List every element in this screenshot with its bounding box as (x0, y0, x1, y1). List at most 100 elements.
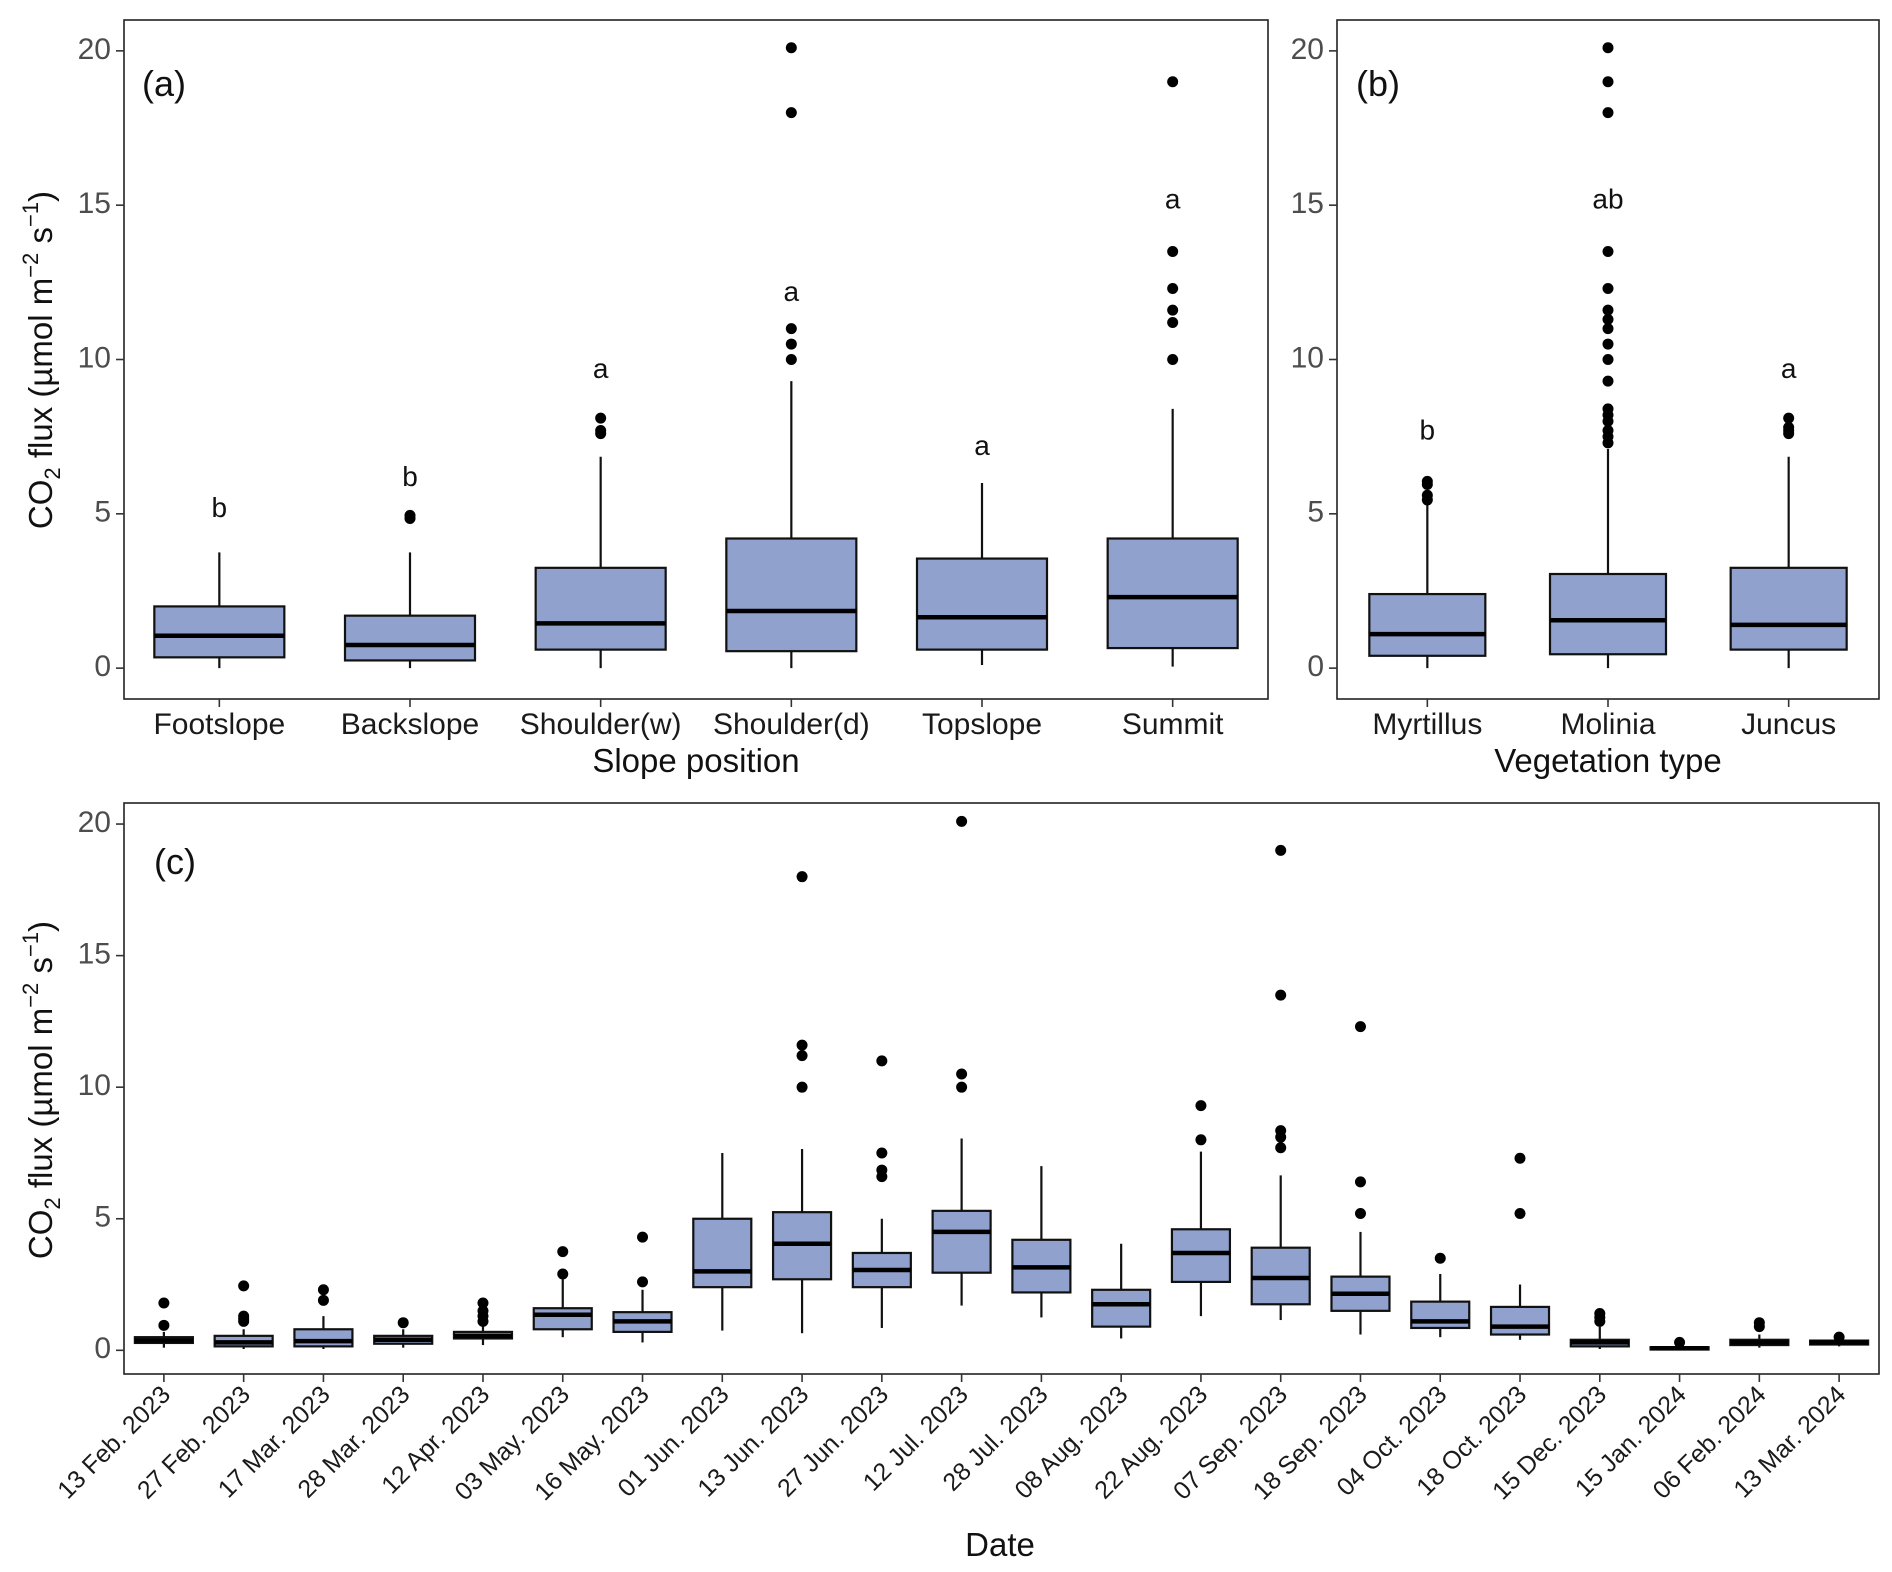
outlier-point (595, 424, 607, 436)
box-a-2: b (343, 461, 477, 669)
outlier-point (637, 1231, 649, 1243)
outlier-point (796, 1039, 808, 1051)
box-c-6 (532, 1246, 593, 1338)
iqr-box (692, 1217, 753, 1289)
box-c-17 (1410, 1252, 1471, 1338)
outlier-point (1514, 1152, 1526, 1164)
outlier-point (785, 107, 797, 119)
box-c-8 (692, 1152, 753, 1331)
panel-a-plot-frame (123, 19, 1269, 700)
outlier-point (1602, 354, 1614, 365)
outlier-point (1602, 42, 1614, 54)
x-tick-label: Topslope (922, 708, 1042, 741)
x-tick-label: Backslope (341, 708, 479, 741)
significance-letter: a (593, 353, 609, 384)
y-label-sub-2: 2 (40, 467, 65, 479)
panel-c-boxes (133, 815, 1870, 1351)
outlier-point (404, 509, 416, 521)
iqr-box (1729, 566, 1848, 651)
significance-letter: a (974, 430, 990, 461)
outlier-point (477, 1305, 489, 1317)
panel-b-vegetation-type: 0 5 10 15 20 Myrtillus Molinia Juncus b ab a (b)… (1291, 19, 1880, 779)
box-c-1 (133, 1297, 194, 1348)
box-c-4 (373, 1317, 434, 1348)
box-c-22 (1809, 1331, 1870, 1347)
box-c-13 (1091, 1243, 1152, 1339)
outlier-point (1602, 245, 1614, 257)
outlier-point (158, 1319, 170, 1331)
y-label-flux: flux (µmol m (22, 1008, 59, 1198)
iqr-box (931, 1209, 992, 1274)
iqr-box (1170, 1228, 1232, 1284)
box-c-9 (771, 871, 833, 1334)
outlier-point (1833, 1331, 1845, 1343)
panel-b-y-ticks: 0 5 10 15 20 (1291, 33, 1337, 683)
box-c-3 (293, 1284, 354, 1350)
box-c-16 (1330, 1021, 1391, 1335)
y-label-co: CO (22, 480, 59, 530)
y-tick-label: 20 (1291, 33, 1324, 66)
y-label-sup-m2: −2 (18, 983, 43, 1008)
y-tick-label: 0 (94, 650, 111, 683)
box-c-19 (1569, 1307, 1630, 1350)
y-label-s: s (22, 227, 59, 253)
outlier-point (1167, 245, 1179, 257)
y-label-co: CO (22, 1210, 59, 1260)
outlier-point (1167, 304, 1179, 316)
outlier-point (1275, 989, 1287, 1001)
box-c-11 (931, 815, 992, 1306)
y-label-close: ) (22, 191, 59, 202)
iqr-box (1091, 1288, 1152, 1328)
iqr-box (293, 1328, 354, 1348)
outlier-point (1602, 375, 1614, 387)
iqr-box (1106, 537, 1239, 650)
significance-letter: a (1781, 353, 1797, 384)
box-c-18 (1489, 1152, 1551, 1340)
iqr-box (343, 614, 477, 662)
outlier-point (1167, 354, 1179, 365)
y-tick-label: 5 (94, 1201, 111, 1234)
panel-a-y-axis-label: CO2 flux (µmol m−2 s−1) (18, 191, 65, 529)
panel-a-x-ticks: Footslope Backslope Shoulder(w) Shoulder(d)… (153, 699, 1224, 741)
outlier-point (956, 815, 968, 827)
outlier-point (1602, 76, 1614, 88)
outlier-point (1602, 403, 1614, 415)
outlier-point (785, 354, 797, 365)
x-tick-label: Molinia (1560, 708, 1655, 741)
panel-a-slope-position: 0 5 10 15 20 Footslope Backslope Shoulder(w) Sh… (18, 19, 1269, 779)
outlier-point (1602, 313, 1614, 325)
outlier-point (238, 1280, 250, 1292)
outlier-point (158, 1297, 170, 1309)
y-tick-label: 10 (78, 1069, 111, 1102)
outlier-point (1421, 489, 1433, 501)
panel-c-y-axis-label: CO2 flux (µmol m−2 s−1) (18, 921, 65, 1259)
outlier-point (785, 338, 797, 350)
outlier-point (785, 323, 797, 335)
panel-b-x-ticks: Myrtillus Molinia Juncus (1372, 699, 1836, 741)
outlier-point (876, 1055, 888, 1067)
significance-letter: ab (1592, 183, 1623, 214)
panel-c-x-axis-label: Date (965, 1526, 1035, 1563)
outlier-point (1195, 1100, 1207, 1112)
y-label-sup-m1: −1 (18, 202, 43, 227)
panel-a-boxes: b b a a a a (153, 42, 1239, 669)
y-tick-label: 15 (1291, 187, 1324, 220)
box-a-5: a (915, 430, 1049, 666)
outlier-point (1421, 475, 1433, 487)
iqr-box (1548, 572, 1668, 656)
outlier-point (1783, 412, 1795, 424)
x-tick-label: Shoulder(d) (713, 708, 870, 741)
box-c-7 (612, 1231, 673, 1343)
box-c-15 (1250, 844, 1311, 1321)
panel-c-y-ticks: 0 5 10 15 20 (78, 806, 124, 1365)
outlier-point (796, 1081, 808, 1093)
outlier-point (956, 1081, 968, 1093)
x-tick-label: Summit (1122, 708, 1224, 741)
iqr-box (1410, 1300, 1471, 1330)
outlier-point (1602, 338, 1614, 350)
box-c-10 (851, 1055, 912, 1328)
box-a-4: a (725, 42, 858, 669)
outlier-point (1602, 323, 1614, 335)
box-c-5 (452, 1297, 514, 1346)
